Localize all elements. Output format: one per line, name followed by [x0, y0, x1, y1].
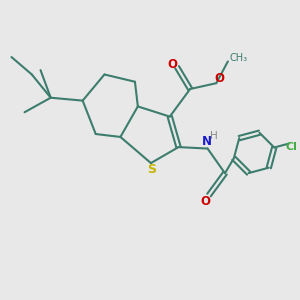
Text: Cl: Cl	[286, 142, 298, 152]
Text: S: S	[147, 163, 156, 176]
Text: O: O	[215, 72, 225, 85]
Text: CH₃: CH₃	[230, 53, 248, 63]
Text: N: N	[202, 135, 212, 148]
Text: H: H	[210, 131, 218, 141]
Text: O: O	[200, 195, 211, 208]
Text: O: O	[167, 58, 177, 71]
